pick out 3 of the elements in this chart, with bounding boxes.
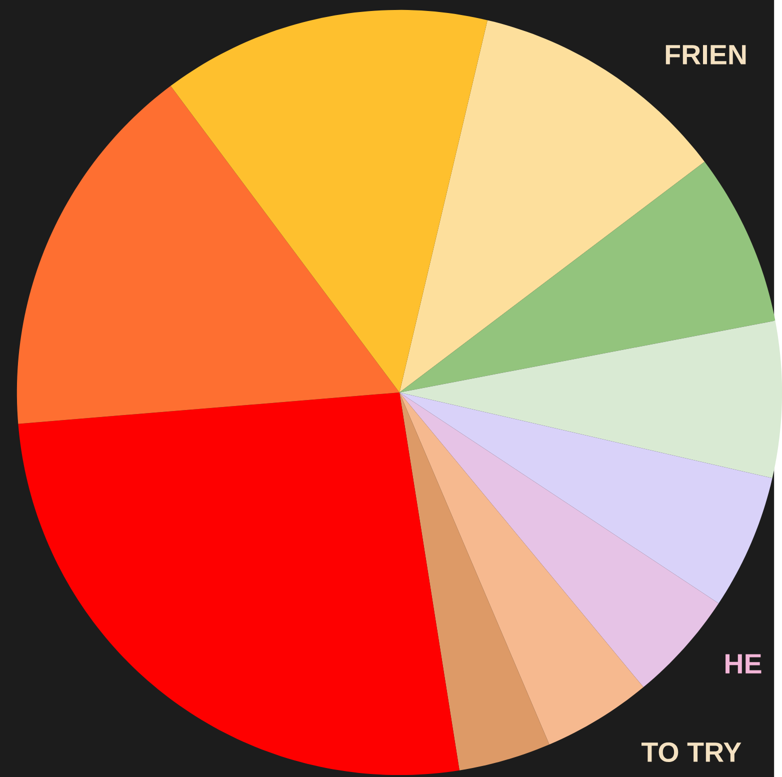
text: HE [726, 654, 762, 674]
text: TO TRY [642, 742, 742, 762]
text: FRIEN [666, 45, 746, 64]
